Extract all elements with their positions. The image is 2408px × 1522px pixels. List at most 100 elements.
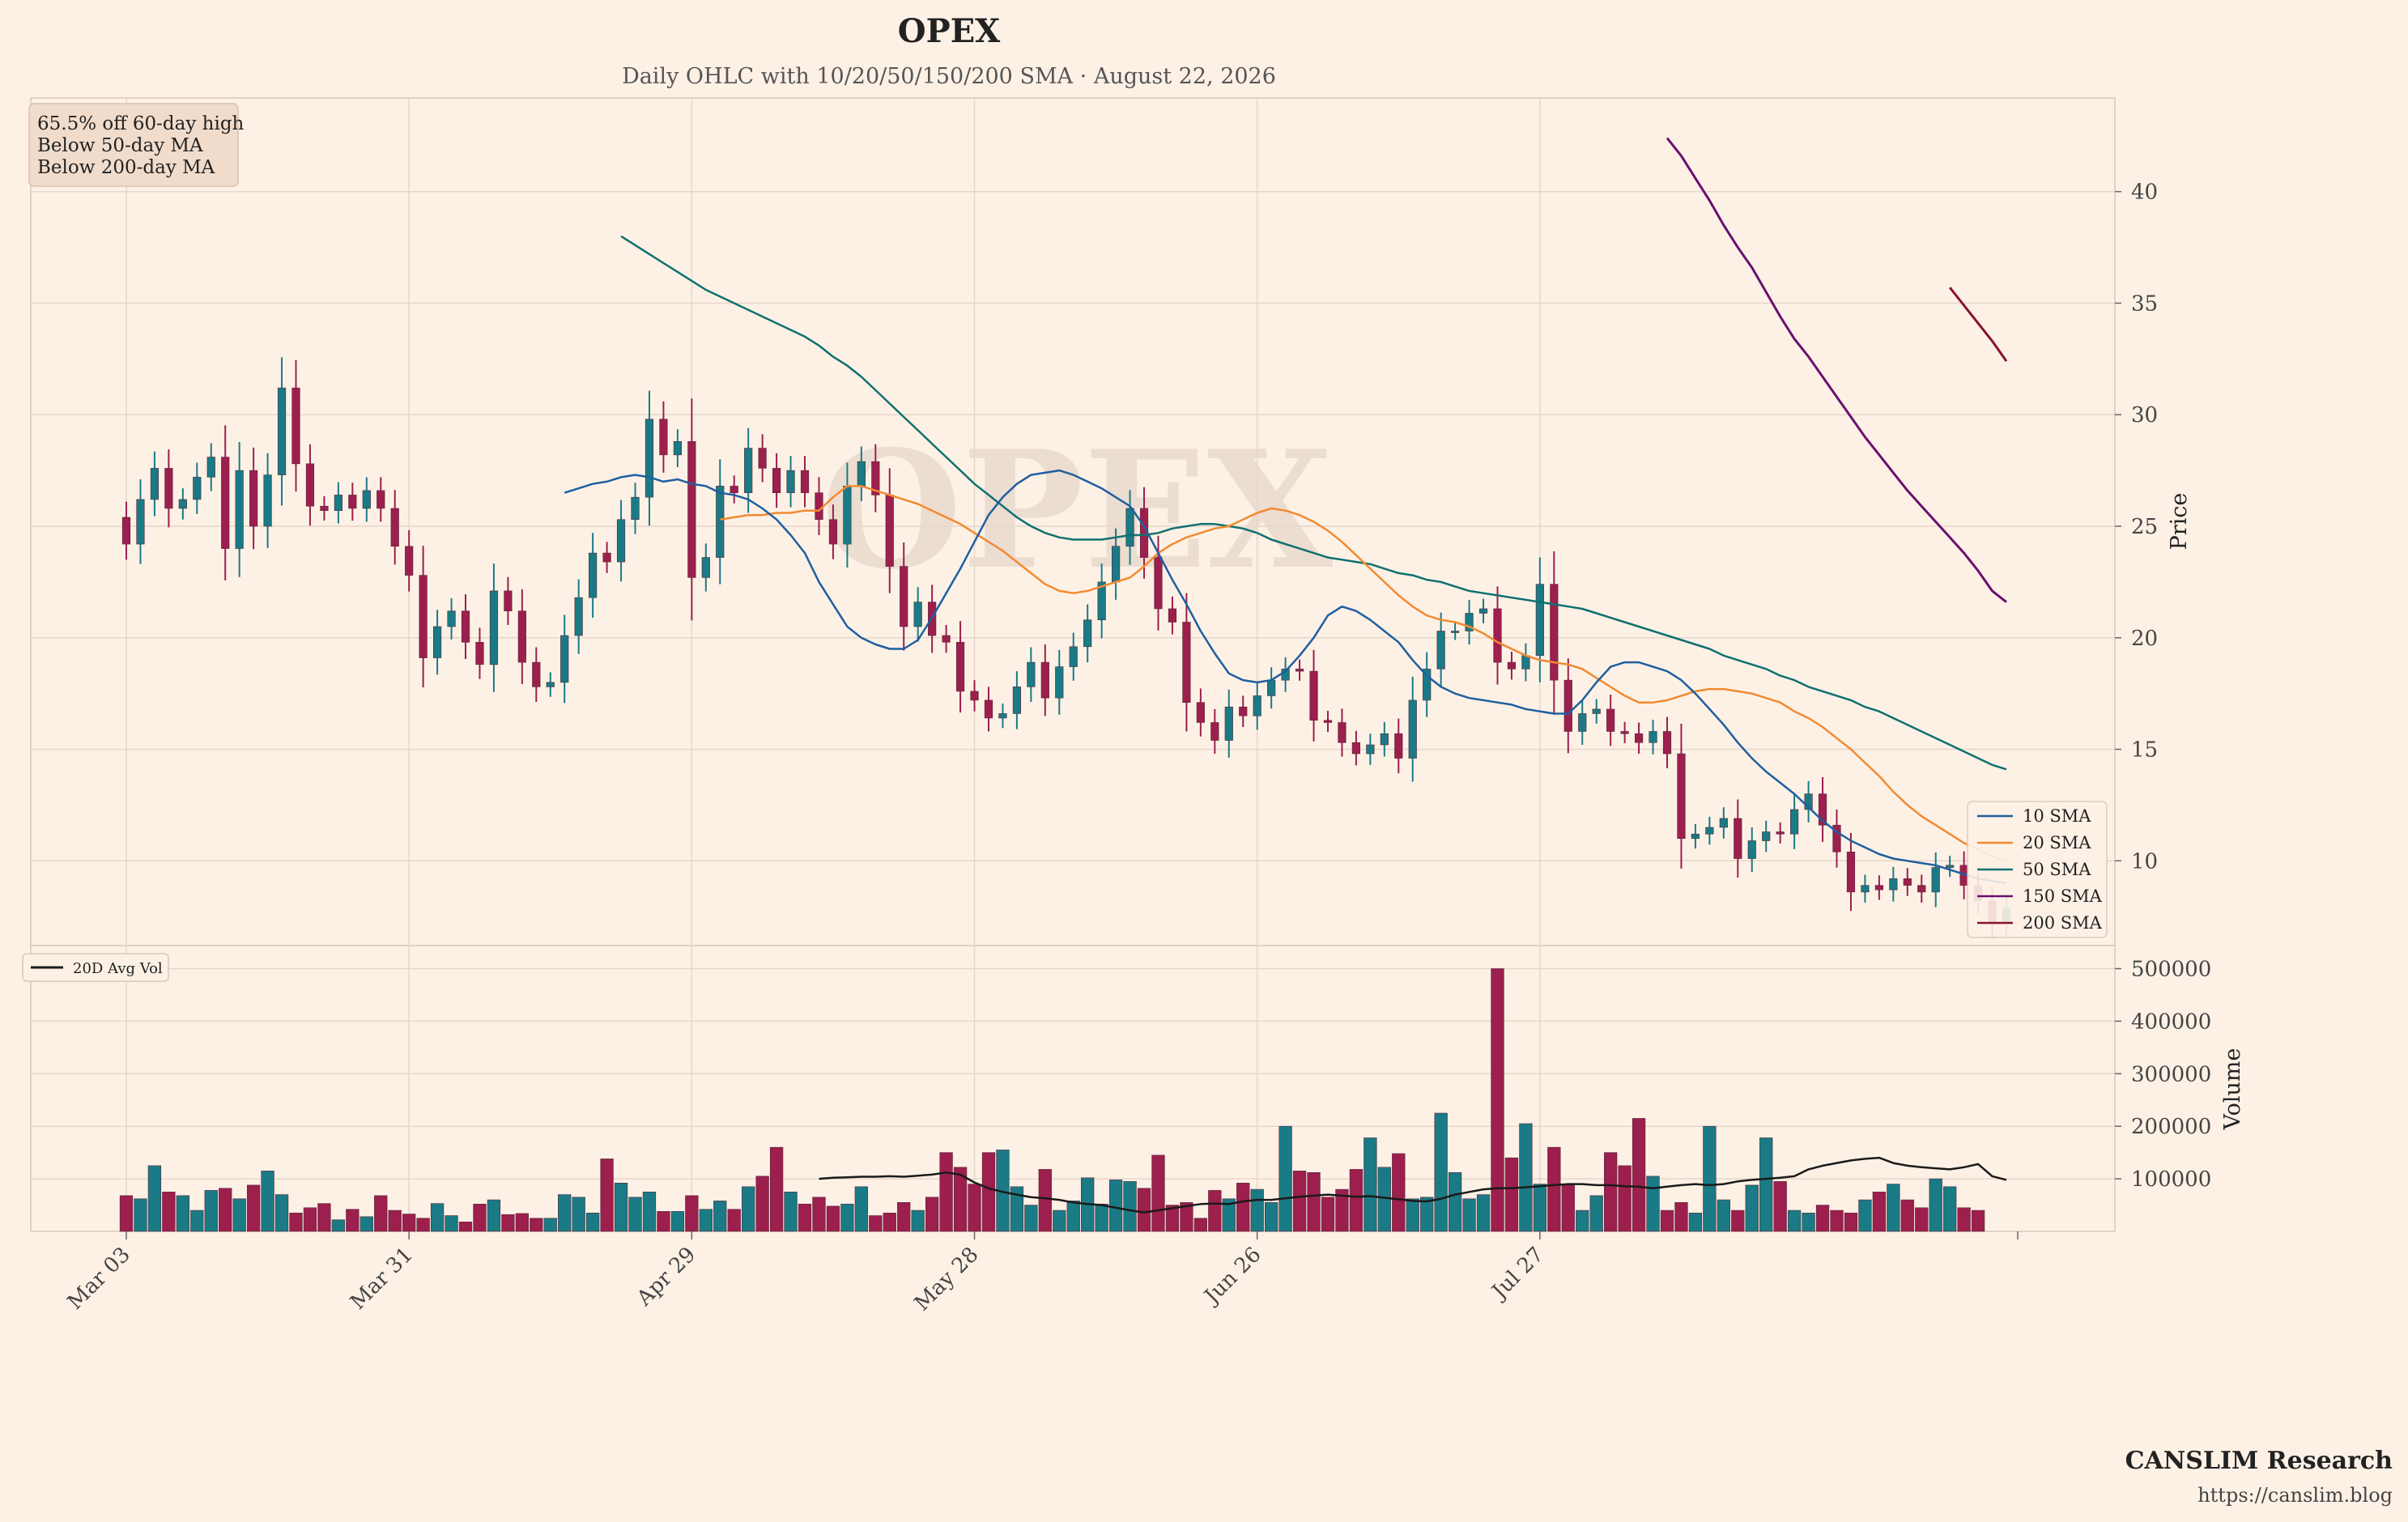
candle-body: [377, 490, 385, 509]
x-tick-label: Jun 26: [1198, 1243, 1266, 1311]
volume-bar: [317, 1203, 331, 1232]
candle-body: [1903, 878, 1912, 886]
candle-body: [1040, 661, 1049, 699]
volume-bar: [713, 1201, 727, 1232]
volume-bar: [1872, 1192, 1887, 1232]
volume-bar: [359, 1216, 373, 1232]
volume-bar: [614, 1182, 628, 1232]
candle-body: [1521, 655, 1530, 670]
volume-bar: [784, 1192, 798, 1232]
volume-bar: [1278, 1125, 1292, 1232]
candle-body: [913, 602, 922, 627]
volume-bar: [501, 1214, 515, 1232]
volume-bar: [1929, 1178, 1942, 1232]
volume-bar: [1321, 1197, 1335, 1232]
candle-body: [1323, 720, 1333, 723]
candle-body: [828, 519, 838, 545]
candle-body: [1649, 731, 1657, 743]
candle-body: [730, 486, 738, 493]
volume-bar: [219, 1188, 232, 1232]
volume-bar: [1038, 1169, 1052, 1232]
volume-tick-label: 500000: [2131, 957, 2211, 981]
volume-bar: [1491, 968, 1504, 1232]
candle-body: [1380, 733, 1389, 746]
volume-bar: [1476, 1194, 1491, 1232]
volume-bar: [346, 1209, 359, 1232]
candle-body: [532, 661, 541, 687]
volume-tick-label: 100000: [2131, 1167, 2211, 1192]
volume-bar: [727, 1209, 741, 1232]
candle-body: [1592, 708, 1601, 714]
candle-body: [1946, 865, 1955, 868]
candle-body: [970, 691, 979, 701]
candle-body: [1846, 851, 1856, 893]
volume-bar: [953, 1167, 968, 1232]
candle-body: [574, 597, 583, 636]
volume-bar: [543, 1218, 557, 1232]
candle-body: [1747, 840, 1756, 859]
candle-body: [843, 486, 852, 545]
info-line-2: Below 50-day MA: [37, 135, 203, 156]
volume-bar: [1250, 1188, 1264, 1232]
volume-bar: [1504, 1157, 1519, 1232]
candle-body: [1507, 661, 1517, 670]
volume-bar: [1802, 1212, 1815, 1232]
brand-url: https://canslim.blog: [2197, 1484, 2393, 1507]
volume-bar: [742, 1186, 755, 1232]
candle-body: [984, 699, 993, 719]
volume-bar: [1787, 1210, 1802, 1232]
candle-body: [1239, 706, 1248, 716]
volume-bar: [303, 1207, 317, 1232]
avg-volume-line: [819, 1156, 2007, 1214]
volume-bar: [981, 1152, 996, 1232]
volume-bar: [1180, 1202, 1193, 1232]
candle-body: [673, 441, 682, 456]
volume-bar: [1024, 1205, 1038, 1232]
sma10-line: [564, 469, 2007, 885]
candle-body: [900, 566, 908, 627]
candle-body: [1408, 699, 1417, 759]
candle-body: [1762, 831, 1771, 841]
candle-body: [772, 468, 781, 493]
volume-tick-label: 400000: [2131, 1010, 2211, 1034]
volume-bar: [1377, 1167, 1391, 1232]
volume-bar: [558, 1194, 572, 1232]
volume-bar: [1292, 1171, 1307, 1232]
candle-body: [560, 635, 569, 683]
volume-bar: [1858, 1199, 1872, 1232]
candle-body: [616, 519, 626, 563]
volume-axis-label: Volume: [2220, 1048, 2245, 1131]
volume-bar: [289, 1212, 303, 1232]
candle-body: [1818, 793, 1827, 826]
volume-bar: [1589, 1195, 1603, 1232]
candle-body: [645, 419, 654, 498]
candle-body: [1861, 885, 1870, 893]
candle-body: [1550, 584, 1559, 681]
sma50-line: [620, 235, 2007, 771]
candle-body: [1253, 695, 1261, 716]
volume-bar: [1236, 1182, 1250, 1232]
price-tick-label: 10: [2131, 849, 2158, 874]
volume-bar: [600, 1159, 614, 1232]
candle-body: [1154, 557, 1163, 610]
volume-bar: [530, 1218, 543, 1232]
candle-body: [1451, 631, 1460, 633]
volume-bar: [585, 1212, 600, 1232]
legend-label: 200 SMA: [2023, 913, 2103, 933]
candle-body: [419, 575, 428, 658]
info-line-1: 65.5% off 60-day high: [37, 113, 245, 134]
volume-bar: [176, 1195, 189, 1232]
candle-body: [447, 610, 456, 627]
volume-bar: [1745, 1184, 1759, 1232]
x-tick-label: Mar 31: [346, 1243, 418, 1315]
candle-body: [857, 461, 866, 487]
volume-bar: [515, 1213, 529, 1232]
candle-body: [955, 641, 965, 692]
candle-body: [716, 486, 725, 558]
volume-bar: [1674, 1202, 1688, 1232]
candle-body: [1662, 731, 1672, 755]
candle-body: [1366, 744, 1375, 755]
volume-bar: [897, 1202, 911, 1232]
candle-body: [1309, 670, 1318, 721]
